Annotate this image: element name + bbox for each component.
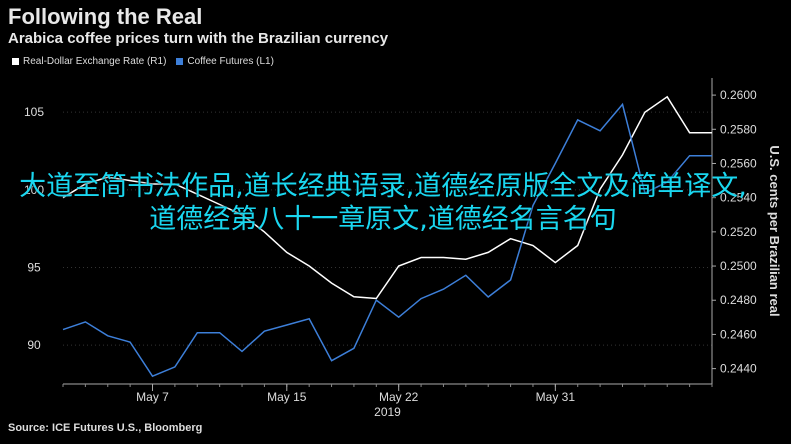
y-tick-right-0.2480: 0.2480 [720, 293, 757, 307]
y-tick-right-0.2580: 0.2580 [720, 122, 757, 136]
chart-subtitle: Arabica coffee prices turn with the Braz… [8, 30, 389, 47]
chart-title: Following the Real [8, 4, 203, 29]
series-line-exchange-rate [62, 95, 712, 300]
source-note: Source: ICE Futures U.S., Bloomberg [8, 422, 203, 434]
y-tick-left-95: 95 [27, 261, 41, 275]
x-tick-may-31: May 31 [536, 390, 576, 404]
legend: Real-Dollar Exchange Rate (R1) Coffee Fu… [12, 56, 274, 67]
y-tick-left-100: 100 [24, 183, 44, 197]
series-line-coffee-futures [62, 102, 712, 378]
x-tick-may-15: May 15 [267, 390, 307, 404]
legend-item-coffee-futures: Coffee Futures (L1) [176, 56, 274, 67]
legend-label-coffee-futures: Coffee Futures (L1) [187, 56, 274, 67]
legend-swatch-coffee-futures [176, 58, 184, 65]
y-tick-left-90: 90 [27, 338, 41, 352]
x-year-label: 2019 [374, 405, 401, 419]
legend-label-exchange-rate: Real-Dollar Exchange Rate (R1) [23, 56, 167, 67]
x-tick-may-22: May 22 [379, 390, 419, 404]
y-tick-right-0.2460: 0.2460 [720, 327, 757, 341]
legend-swatch-exchange-rate [12, 58, 19, 65]
y-tick-right-0.2560: 0.2560 [720, 156, 757, 170]
y-axis-right-title: U.S. cents per Brazilian real [767, 145, 782, 316]
overlay-text: 大道至简书法作品,道长经典语录,道德经原版全文及简单译文,道德经第八十一章原文,… [19, 171, 747, 235]
y-tick-right-0.2600: 0.2600 [720, 88, 757, 102]
y-tick-right-0.2440: 0.2440 [720, 362, 757, 376]
legend-item-exchange-rate: Real-Dollar Exchange Rate (R1) [12, 56, 166, 67]
y-tick-right-0.2500: 0.2500 [720, 259, 757, 273]
x-tick-may-7: May 7 [136, 390, 169, 404]
y-tick-right-0.2520: 0.2520 [720, 225, 757, 239]
y-tick-left-105: 105 [24, 105, 44, 119]
y-tick-right-0.2540: 0.2540 [720, 191, 757, 205]
